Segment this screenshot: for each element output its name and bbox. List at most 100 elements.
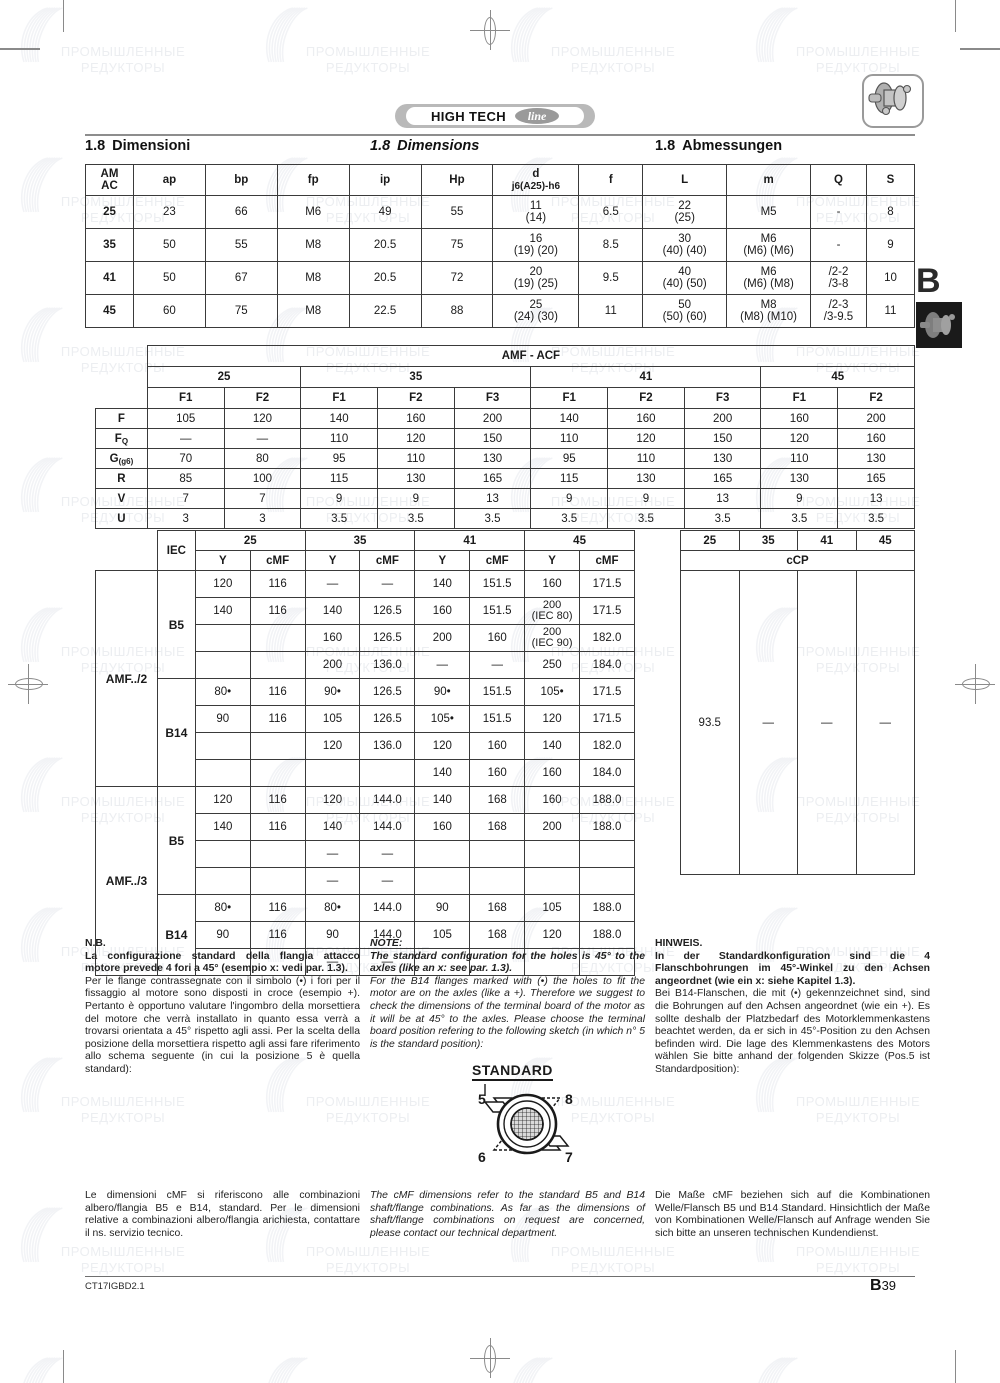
t2-cell: 3.5 bbox=[837, 508, 915, 529]
t3-cell-y: 200 (IEC 80) bbox=[524, 597, 581, 625]
t3-form-label: B5 bbox=[156, 786, 196, 895]
t3-cell-y: 120 bbox=[414, 732, 471, 760]
ccp-table: 25 35 41 45 cCP 93.5— — — bbox=[680, 530, 915, 875]
t1-m: M8 (M8) (M10) bbox=[726, 294, 812, 328]
t2-cell: 100 bbox=[223, 468, 302, 489]
t3-cell-cmf bbox=[469, 867, 526, 895]
t2-cell: 140 bbox=[530, 408, 609, 429]
t2-cell: 13 bbox=[453, 488, 532, 509]
t1-fp: M8 bbox=[276, 261, 350, 295]
note-heading-it: N.B. bbox=[85, 938, 106, 949]
t3-cell-y bbox=[194, 732, 251, 760]
t3-form-label: B14 bbox=[156, 678, 196, 787]
footer-divider bbox=[85, 1276, 915, 1277]
t2-cell: 165 bbox=[453, 468, 532, 489]
crop-mark-br-v bbox=[955, 1350, 956, 1383]
crop-mark-tr-h bbox=[960, 48, 1000, 50]
t3-cell-cmf: 160 bbox=[469, 624, 526, 652]
registration-mark-top bbox=[470, 10, 510, 50]
t3-sub-y: Y bbox=[524, 550, 581, 571]
t3-sub-cmf: cMF bbox=[469, 550, 526, 571]
t3-cell-y: 105 bbox=[304, 705, 361, 733]
t3-cell-y: 250 bbox=[524, 651, 581, 679]
t1-hp: 55 bbox=[420, 195, 494, 229]
crop-mark-tr-v bbox=[955, 0, 956, 32]
section-heading-de: 1.8 Abmessungen bbox=[655, 138, 782, 154]
t3-cell-y bbox=[194, 948, 251, 976]
t3-cell-y: 160 bbox=[524, 570, 581, 598]
note-bold-en: The standard configuration for the holes… bbox=[370, 950, 645, 975]
bottom-note-de: Die Maße cMF beziehen sich auf die Kombi… bbox=[655, 1190, 930, 1240]
t3-cell-cmf: 116 bbox=[249, 597, 306, 625]
t3-cell-cmf: 188.0 bbox=[579, 813, 635, 841]
t1-ip: 20.5 bbox=[348, 261, 422, 295]
t3-cell-y: 200 bbox=[524, 813, 581, 841]
t2-cell: 9 bbox=[530, 488, 609, 509]
t2-row-label: FQ bbox=[95, 428, 148, 449]
t2-cell: 95 bbox=[300, 448, 378, 469]
t3-cell-cmf: 160 bbox=[469, 759, 526, 787]
bottom-note-text-it: Le dimensioni cMF si riferiscono alle co… bbox=[85, 1190, 360, 1239]
t3-cell-cmf: 144.0 bbox=[359, 786, 416, 814]
gearbox-product-icon bbox=[862, 74, 924, 128]
t2-row-label: G(g6) bbox=[95, 448, 148, 469]
note-heading-de: HINWEIS. bbox=[655, 938, 703, 949]
t3-cell-cmf bbox=[579, 867, 635, 895]
t3-cell-cmf: 116 bbox=[249, 570, 306, 598]
t1-bp: 75 bbox=[204, 294, 278, 328]
t2-cell: 7 bbox=[146, 488, 225, 509]
t2-col-f1: F1 bbox=[300, 387, 378, 409]
t3-cell-cmf: 136.0 bbox=[359, 732, 416, 760]
t1-hp: 72 bbox=[420, 261, 494, 295]
t3-cell-y bbox=[194, 651, 251, 679]
t3-family-label: AMF../3 bbox=[95, 786, 158, 976]
th-am-ac: AM AC bbox=[85, 164, 134, 196]
chapter-tab-b: B bbox=[916, 264, 962, 348]
note-bold-de: In der Standardkonfiguration sind die 4 … bbox=[655, 950, 930, 987]
t3-cell-y: 140 bbox=[414, 570, 471, 598]
sketch-title: STANDARD bbox=[472, 1062, 553, 1081]
t2-cell: 110 bbox=[300, 428, 378, 449]
t2-cell: 130 bbox=[683, 448, 762, 469]
page-number: B39 bbox=[870, 1277, 896, 1295]
t2-group-size: 35 bbox=[300, 366, 532, 388]
table2-row: V 7 7 9 9 13 9 9 13 9 13 bbox=[95, 488, 915, 509]
t2-cell: 3.5 bbox=[607, 508, 685, 529]
logo-text: HIGH TECH bbox=[430, 108, 507, 124]
t3-cell-cmf: 136.0 bbox=[359, 651, 416, 679]
note-block-de: HINWEIS. In der Standardkonfiguration si… bbox=[655, 938, 930, 1077]
t1-l: 22 (25) bbox=[642, 195, 728, 229]
t3-cell-y: 160 bbox=[524, 759, 581, 787]
t3-cell-y: 120 bbox=[194, 786, 251, 814]
t2-cell: 200 bbox=[837, 408, 915, 429]
table2-row: G(g6) 70 80 95 110 130 95 110 130 110 130 bbox=[95, 448, 915, 469]
standard-position-sketch: STANDARD bbox=[450, 1062, 605, 1172]
th-l: L bbox=[642, 164, 728, 196]
t2-col-f1: F1 bbox=[146, 387, 225, 409]
t3-cell-cmf: 182.0 bbox=[579, 624, 635, 652]
bottom-note-text-en: The cMF dimensions refer to the standard… bbox=[370, 1190, 645, 1239]
t2-cell: 130 bbox=[607, 468, 685, 489]
table3-row: B14 80• 116 80• 144.0 90 168 105 188.0 bbox=[96, 894, 635, 976]
t2-cell: 120 bbox=[376, 428, 455, 449]
page-letter: B bbox=[870, 1277, 882, 1294]
t3-cell-y: 160 bbox=[524, 786, 581, 814]
sketch-pos-6: 6 bbox=[478, 1149, 486, 1165]
t3-cell-y: 200 (IEC 90) bbox=[524, 624, 581, 652]
th-f: f bbox=[578, 164, 644, 196]
t1-size: 45 bbox=[85, 294, 134, 328]
t2-cell: 9 bbox=[607, 488, 685, 509]
section-number-en: 1.8 bbox=[370, 138, 391, 154]
note-body-it: Per le flange contrassegnate con il simb… bbox=[85, 975, 360, 1075]
t2-cell: 150 bbox=[453, 428, 532, 449]
t3-cell-cmf: 184.0 bbox=[579, 759, 635, 787]
th-ip: ip bbox=[348, 164, 422, 196]
crop-mark-tl-h bbox=[0, 48, 40, 50]
t3-cell-cmf: 171.5 bbox=[579, 678, 635, 706]
t4-title: cCP bbox=[680, 550, 915, 571]
chapter-tab-letter: B bbox=[916, 262, 941, 300]
t2-cell: 140 bbox=[300, 408, 378, 429]
t1-s: 8 bbox=[865, 195, 916, 229]
t3-cell-y bbox=[194, 840, 251, 868]
t1-f: 11 bbox=[578, 294, 644, 328]
